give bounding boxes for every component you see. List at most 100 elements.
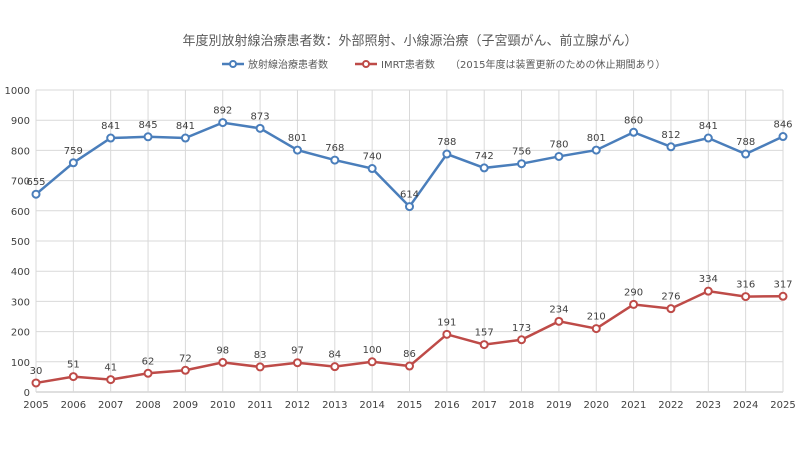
data-label: 788 [437, 137, 456, 148]
data-point [591, 145, 601, 155]
data-label: 845 [139, 120, 158, 131]
data-label: 846 [773, 120, 792, 131]
data-point [292, 145, 302, 155]
data-label: 740 [363, 152, 382, 163]
y-tick-label: 700 [11, 177, 30, 188]
data-label: 98 [216, 345, 229, 356]
data-point [106, 375, 116, 385]
data-point [218, 118, 228, 128]
legend: 放射線治療患者数 IMRT患者数 （2015年度は装置更新のための休止期間あり） [222, 58, 665, 71]
grid [35, 89, 784, 393]
data-point [741, 292, 751, 302]
data-label: 780 [549, 139, 568, 150]
x-tick-label: 2024 [733, 400, 758, 411]
data-point [479, 163, 489, 173]
y-tick-label: 0 [24, 388, 30, 399]
data-label: 801 [587, 133, 606, 144]
x-tick-label: 2019 [546, 400, 571, 411]
data-label: 210 [587, 312, 606, 323]
data-point [255, 362, 265, 372]
x-tick-label: 2011 [247, 400, 272, 411]
data-point [517, 335, 527, 345]
y-tick-label: 600 [11, 207, 30, 218]
data-label: 62 [142, 356, 155, 367]
legend-note: （2015年度は装置更新のための休止期間あり） [450, 58, 665, 71]
data-label: 812 [661, 130, 680, 141]
data-label: 83 [254, 350, 267, 361]
data-label: 30 [30, 366, 43, 377]
y-tick-label: 100 [11, 358, 30, 369]
x-tick-label: 2023 [696, 400, 721, 411]
x-tick-label: 2018 [509, 400, 534, 411]
data-label: 84 [328, 350, 341, 361]
chart-title: 年度別放射線治療患者数：外部照射、小線源治療（子宮頸がん、前立腺がん） [182, 33, 637, 49]
data-point [554, 151, 564, 161]
data-point [143, 132, 153, 142]
data-label: 860 [624, 115, 643, 126]
data-point [703, 286, 713, 296]
data-point [330, 155, 340, 165]
data-point [778, 132, 788, 142]
data-point [31, 189, 41, 199]
data-label: 191 [437, 317, 456, 328]
y-tick-label: 800 [11, 146, 30, 157]
data-label: 841 [176, 121, 195, 132]
x-tick-label: 2005 [23, 400, 48, 411]
data-point [591, 324, 601, 334]
data-label: 234 [549, 304, 568, 315]
y-tick-label: 1000 [5, 86, 30, 97]
data-label: 841 [699, 121, 718, 132]
x-tick-label: 2015 [397, 400, 422, 411]
data-point [367, 164, 377, 174]
y-tick-label: 200 [11, 328, 30, 339]
data-point [666, 142, 676, 152]
data-point [442, 149, 452, 159]
data-label: 873 [251, 111, 270, 122]
data-point [106, 133, 116, 143]
data-label: 97 [291, 346, 304, 357]
axes: 0 100 200 300 400 500 600 700 800 900 1000 2005 2006… [5, 86, 796, 411]
data-label: 173 [512, 323, 531, 334]
x-tick-label: 2025 [770, 400, 795, 411]
data-point [292, 358, 302, 368]
data-point [68, 372, 78, 382]
x-tick-label: 2013 [322, 400, 347, 411]
x-tick-label: 2017 [471, 400, 496, 411]
data-point [479, 340, 489, 350]
data-point [629, 299, 639, 309]
data-label: 334 [699, 274, 718, 285]
data-label: 157 [475, 328, 494, 339]
data-label: 72 [179, 353, 192, 364]
data-point [180, 133, 190, 143]
x-tick-label: 2014 [359, 400, 384, 411]
x-tick-label: 2009 [173, 400, 198, 411]
data-point [218, 357, 228, 367]
data-point [143, 368, 153, 378]
y-tick-label: 400 [11, 267, 30, 278]
data-label: 801 [288, 133, 307, 144]
x-tick-label: 2016 [434, 400, 459, 411]
data-label: 316 [736, 280, 755, 291]
data-point [367, 357, 377, 367]
data-point [629, 127, 639, 137]
data-label: 290 [624, 287, 643, 298]
data-point [180, 365, 190, 375]
data-label: 655 [26, 177, 45, 188]
y-tick-label: 300 [11, 297, 30, 308]
data-point [255, 123, 265, 133]
data-point [442, 329, 452, 339]
data-label: 756 [512, 147, 531, 158]
data-label: 841 [101, 121, 120, 132]
data-label: 86 [403, 349, 416, 360]
x-tick-label: 2010 [210, 400, 235, 411]
legend-marker [362, 60, 370, 68]
data-point [68, 158, 78, 168]
x-tick-label: 2021 [621, 400, 646, 411]
x-tick-label: 2007 [98, 400, 123, 411]
series-layer: 655 759 841 845 841 892 873 801 768 740 614 788 742 7… [26, 106, 793, 388]
y-tick-label: 900 [11, 116, 30, 127]
data-label: 759 [64, 146, 83, 157]
legend-label: IMRT患者数 [381, 58, 435, 71]
data-label: 614 [400, 190, 419, 201]
